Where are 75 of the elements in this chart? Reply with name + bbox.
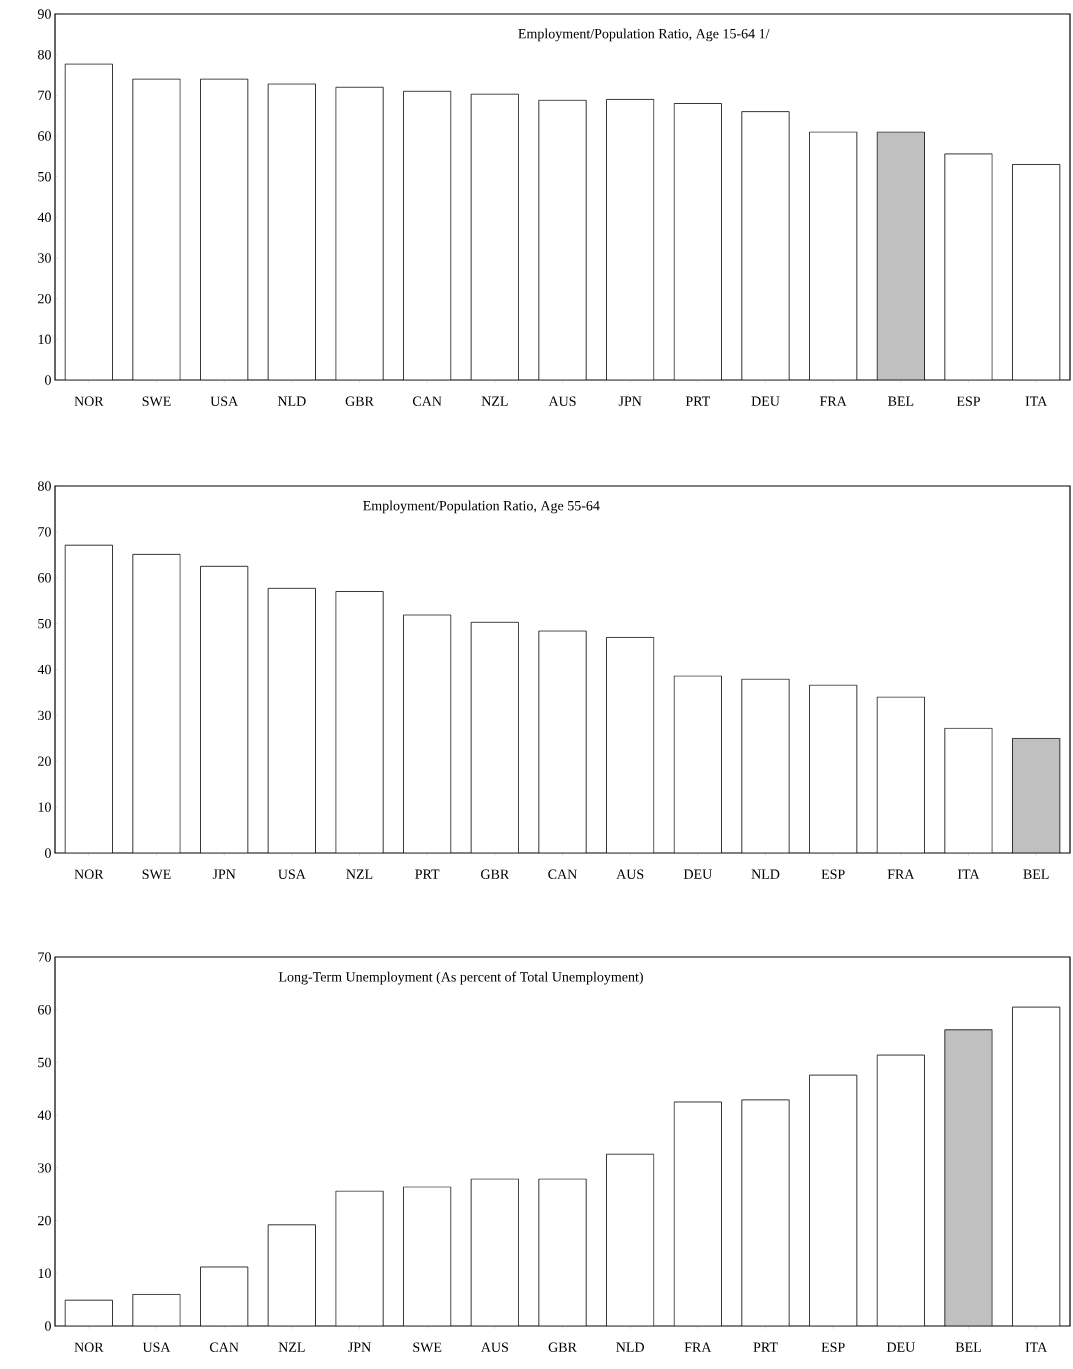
x-tick-label: FRA (684, 1342, 712, 1352)
y-tick-label: 0 (45, 848, 51, 858)
y-tick-label: 40 (37, 1110, 51, 1120)
x-tick-label: JPN (348, 1342, 371, 1352)
y-tick-label: 80 (38, 481, 51, 491)
x-tick-label: ESP (821, 869, 845, 879)
x-tick-label: ITA (1025, 396, 1048, 406)
x-tick-label: FRA (819, 396, 847, 406)
x-tick-label: USA (142, 1342, 171, 1352)
y-tick-label: 30 (38, 253, 51, 263)
x-tick-label: ESP (956, 396, 980, 406)
y-tick-label: 80 (38, 49, 51, 60)
x-tick-label: NZL (481, 396, 508, 406)
x-tick-label: CAN (412, 396, 442, 406)
x-tick-label: ITA (957, 869, 980, 879)
y-tick-label: 30 (38, 1163, 51, 1173)
y-tick-label: 70 (38, 952, 51, 962)
x-tick-label: SWE (413, 1342, 442, 1353)
x-tick-label: AUS (548, 396, 576, 406)
y-tick-label: 90 (37, 9, 51, 19)
x-tick-label: GBR (345, 396, 374, 406)
x-tick-label: JPN (618, 396, 642, 406)
x-tick-label: GBR (548, 1342, 577, 1352)
x-tick-label: NZL (278, 1342, 305, 1352)
x-tick-label: CAN (209, 1342, 239, 1352)
y-tick-label: 50 (38, 618, 51, 629)
text: Employment/Population Ratio, Age 55-64 (363, 500, 600, 514)
y-tick-label: 20 (38, 293, 51, 304)
x-tick-label: CAN (548, 869, 577, 879)
y-tick-label: 30 (38, 710, 51, 721)
x-tick-label: AUS (616, 869, 644, 879)
y-tick-label: 40 (37, 212, 51, 223)
x-tick-label: SWE (142, 396, 171, 407)
x-tick-label: DEU (683, 869, 712, 879)
y-tick-label: 50 (38, 171, 51, 182)
x-tick-label: FRA (887, 869, 915, 879)
x-tick-label: USA (210, 396, 239, 406)
y-tick-label: 40 (37, 664, 51, 675)
x-tick-label: DEU (751, 396, 780, 406)
x-tick-label: USA (278, 869, 306, 879)
x-tick-label: NLD (751, 869, 780, 879)
x-tick-label: PRT (753, 1342, 778, 1352)
x-tick-label: SWE (142, 869, 171, 880)
y-tick-label: 60 (38, 573, 51, 583)
x-tick-label: ITA (1025, 1342, 1048, 1352)
x-tick-label: PRT (685, 396, 711, 406)
x-tick-label: NLD (277, 396, 306, 406)
x-tick-label: JPN (212, 869, 236, 879)
y-tick-label: 70 (38, 90, 51, 101)
x-tick-label: NOR (74, 1342, 104, 1352)
y-tick-label: 0 (45, 1321, 51, 1331)
x-tick-label: BEL (955, 1342, 981, 1352)
text: Employment/Population Ratio, Age 15-64 1/ (518, 28, 770, 42)
text: Long-Term Unemployment (As percent of Total Unemployment) (278, 971, 643, 985)
y-tick-label: 60 (38, 131, 51, 141)
y-tick-label: 50 (38, 1057, 51, 1068)
y-tick-label: 70 (38, 527, 51, 537)
x-tick-label: BEL (1023, 869, 1049, 879)
x-tick-label: PRT (415, 869, 440, 879)
x-tick-label: NOR (74, 396, 104, 406)
x-tick-label: NZL (346, 869, 373, 879)
y-tick-label: 10 (38, 1268, 51, 1279)
y-tick-label: 20 (38, 756, 51, 766)
x-tick-label: BEL (888, 396, 914, 406)
y-tick-label: 0 (45, 375, 51, 385)
x-tick-label: AUS (480, 1342, 508, 1352)
x-tick-label: ESP (821, 1342, 845, 1352)
x-tick-label: DEU (886, 1342, 915, 1352)
y-tick-label: 60 (38, 1005, 51, 1015)
x-tick-label: NLD (616, 1342, 644, 1352)
y-tick-label: 20 (38, 1215, 51, 1226)
y-tick-label: 10 (38, 802, 51, 812)
x-tick-label: NOR (74, 869, 104, 879)
x-tick-label: GBR (481, 869, 510, 879)
y-tick-label: 10 (38, 334, 51, 345)
